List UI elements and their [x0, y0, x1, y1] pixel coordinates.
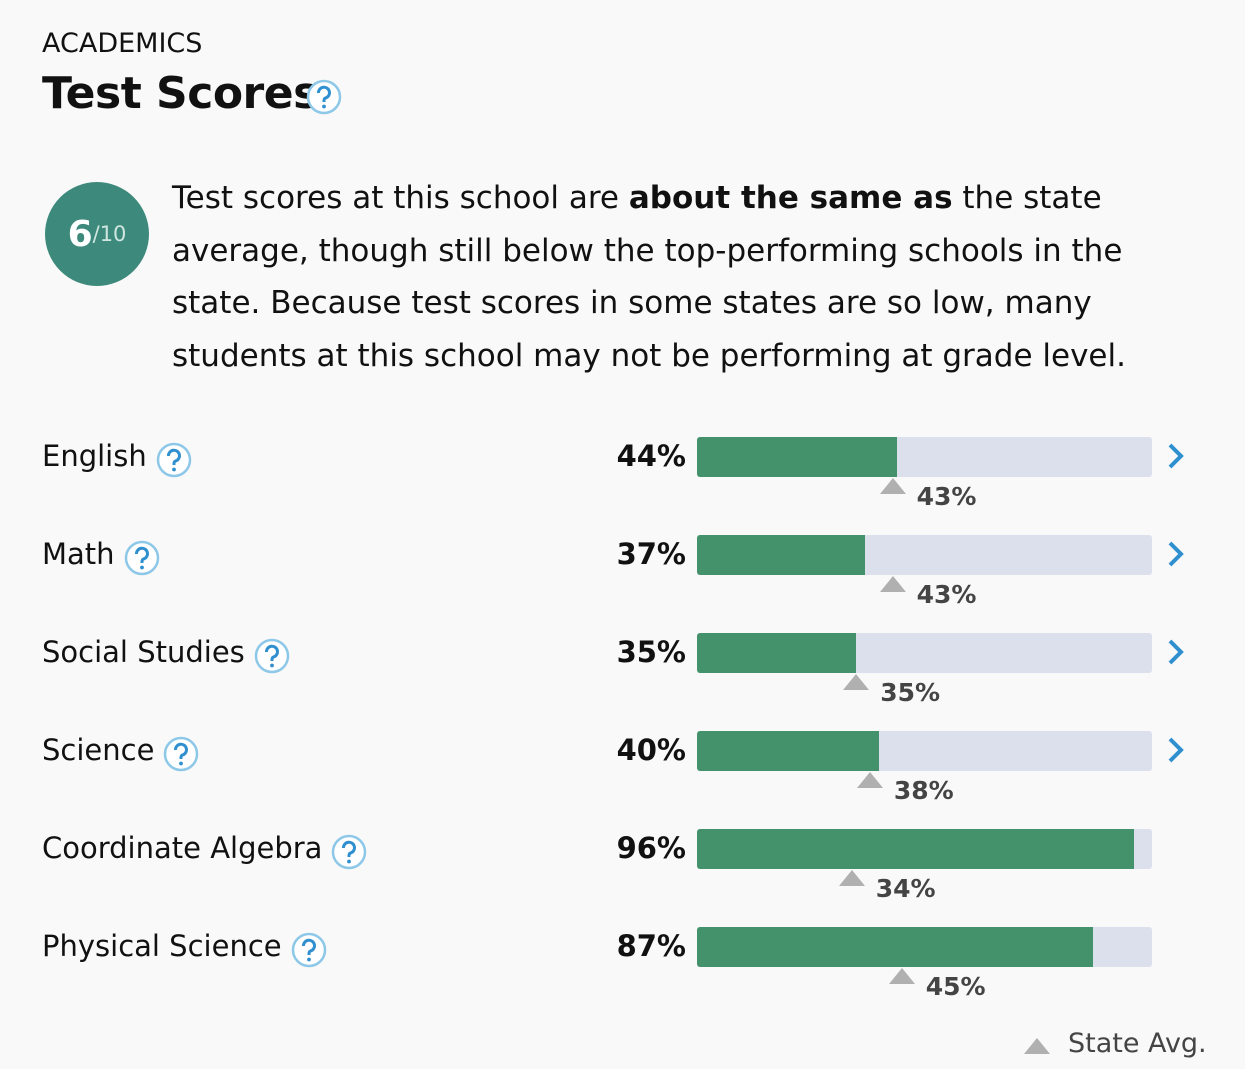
section-label: ACADEMICS	[42, 28, 203, 59]
description-text: Test scores at this school are	[172, 180, 620, 216]
legend-label: State Avg.	[1068, 1028, 1207, 1059]
rating-badge: 6/10	[45, 182, 149, 286]
subject-label: Social Studies	[42, 635, 245, 669]
help-icon[interactable]	[253, 637, 291, 675]
description-text: the state average, though still below th…	[172, 180, 1126, 374]
help-icon[interactable]	[155, 441, 193, 479]
score-label: 37%	[616, 537, 686, 571]
state-avg-marker	[856, 772, 883, 788]
title: Test Scores	[42, 68, 319, 119]
bar	[697, 927, 1093, 967]
subject-label: Physical Science	[42, 929, 282, 963]
state-avg-label: 38%	[893, 776, 954, 805]
state-avg-label: 43%	[916, 580, 977, 609]
help-icon[interactable]	[290, 931, 328, 969]
state-avg-label: 34%	[875, 874, 936, 903]
state-avg-marker	[888, 968, 915, 984]
subject-label: Science	[42, 733, 155, 767]
rating-score: 6	[67, 213, 93, 255]
score-label: 87%	[616, 929, 686, 963]
score-label: 44%	[616, 439, 686, 473]
score-label: 35%	[616, 635, 686, 669]
score-label: 40%	[616, 733, 686, 767]
state-avg-label: 43%	[916, 482, 977, 511]
bar	[697, 437, 898, 477]
state-avg-marker	[843, 674, 870, 690]
details-arrow[interactable]	[1164, 637, 1188, 667]
legend-marker	[1024, 1038, 1050, 1054]
bar	[697, 633, 857, 673]
bar	[697, 535, 866, 575]
bar	[697, 731, 879, 771]
bar	[697, 829, 1134, 869]
help-icon[interactable]	[330, 833, 368, 871]
title-text: Test Scores	[42, 68, 319, 119]
help-icon[interactable]	[123, 539, 161, 577]
state-avg-marker	[879, 478, 906, 494]
score-label: 96%	[616, 831, 686, 865]
state-avg-marker	[838, 870, 865, 886]
subject-label: Coordinate Algebra	[42, 831, 323, 865]
description-emphasis: about the same as	[628, 180, 953, 216]
details-arrow[interactable]	[1164, 539, 1188, 569]
state-avg-label: 45%	[925, 972, 986, 1001]
subject-label: Math	[42, 537, 115, 571]
details-arrow[interactable]	[1164, 441, 1188, 471]
rating-scale: /10	[92, 222, 127, 246]
subject-label: English	[42, 439, 147, 473]
state-avg-label: 35%	[880, 678, 941, 707]
help-icon[interactable]	[305, 78, 343, 116]
help-icon[interactable]	[162, 735, 200, 773]
description: Test scores at this school are about the…	[172, 172, 1182, 382]
state-avg-marker	[879, 576, 906, 592]
details-arrow[interactable]	[1164, 735, 1188, 765]
